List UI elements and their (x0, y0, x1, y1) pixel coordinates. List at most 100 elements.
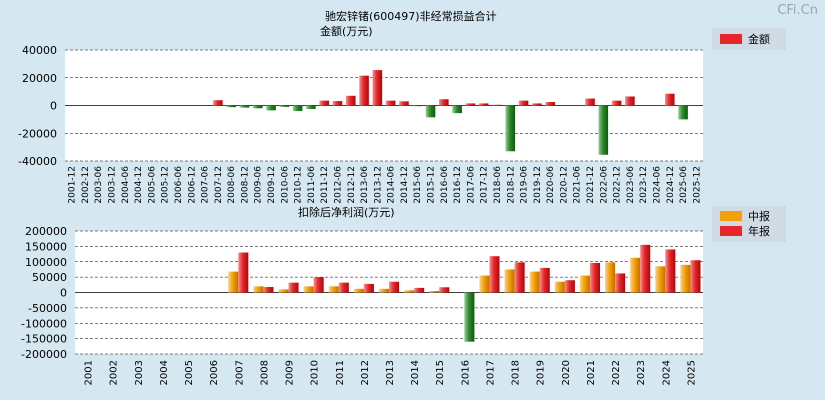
top-x-tick-label: 2014-12 (400, 166, 410, 204)
bottom-bar-年报-2009 (288, 282, 299, 293)
top-x-tick-label: 2015-06 (413, 166, 423, 204)
bottom-x-tick-label: 2009 (285, 360, 296, 385)
top-chart: 驰宏锌锗(600497)非经常损益合计 金额(万元) -40000 -20000 0… (18, 9, 786, 204)
legend-label-annual: 年报 (748, 224, 770, 238)
top-bar-2018-06 (492, 104, 502, 106)
top-legend: 金额 (712, 28, 786, 50)
top-bar-2013-12 (372, 70, 383, 106)
top-x-tick-label: 2010-12 (294, 166, 304, 204)
bottom-bar-年报-2025 (690, 260, 701, 293)
bottom-bars (228, 244, 701, 342)
bottom-x-tick-label: 2002 (109, 360, 120, 385)
bottom-x-tick-label: 2018 (511, 360, 522, 385)
top-x-tick-label: 2018-06 (493, 166, 503, 204)
top-y-tick-label: 20000 (22, 72, 57, 85)
bottom-y-tick-label: 50000 (32, 271, 67, 284)
top-gridlines (65, 49, 703, 162)
bottom-bar-中报-2019 (529, 271, 540, 293)
top-x-tick-label: 2003-12 (108, 166, 118, 204)
top-bar-2008-06 (226, 105, 236, 108)
top-x-tick-label: 2023-06 (626, 166, 636, 204)
bottom-bar-年报-2016 (464, 292, 475, 342)
top-bar-2025-06 (678, 105, 688, 120)
bottom-y-tick-label: -50000 (28, 302, 67, 315)
bottom-x-tick-label: 2020 (561, 360, 572, 385)
top-x-tick-label: 2019-12 (533, 166, 543, 204)
top-bars (213, 70, 688, 155)
top-x-tick-label: 2025-06 (679, 166, 689, 204)
bottom-y-tick-label: 150000 (25, 240, 67, 253)
bottom-x-tick-label: 2010 (310, 360, 321, 385)
top-bar-2016-12 (452, 105, 462, 114)
bottom-bar-年报-2007 (238, 252, 249, 293)
bottom-x-tick-label: 2001 (84, 360, 95, 385)
bottom-bar-中报-2008 (253, 286, 264, 293)
bottom-x-tick-label: 2019 (536, 360, 547, 385)
top-bar-2012-12 (345, 95, 356, 106)
bottom-x-tick-label: 2006 (209, 360, 220, 385)
top-bar-2022-06 (598, 105, 609, 155)
bottom-x-tick-label: 2003 (134, 360, 145, 385)
legend-label-amount: 金额 (748, 32, 770, 46)
top-x-tick-label: 2009-12 (267, 166, 277, 204)
bottom-bar-中报-2007 (228, 271, 239, 293)
top-x-tick-label: 2010-06 (280, 166, 290, 204)
top-x-tick-label: 2006-06 (174, 166, 184, 204)
top-y-tick-label: 0 (50, 100, 57, 113)
bottom-x-tick-label: 2011 (335, 360, 346, 385)
bottom-bar-中报-2011 (328, 286, 339, 293)
top-x-tick-label: 2011-12 (320, 166, 330, 204)
bottom-bar-年报-2015 (439, 287, 450, 293)
bottom-bar-中报-2009 (278, 289, 289, 293)
bottom-bar-中报-2013 (378, 288, 389, 293)
bottom-y-tick-label: -200000 (21, 348, 67, 361)
bottom-bar-年报-2020 (564, 280, 575, 293)
bottom-bar-年报-2013 (389, 281, 400, 293)
top-bar-2018-12 (505, 105, 516, 152)
top-x-tick-label: 2018-12 (506, 166, 516, 204)
bottom-bar-年报-2019 (539, 267, 550, 293)
top-x-tick-label: 2016-06 (440, 166, 450, 204)
bottom-legend: 中报 年报 (712, 206, 786, 242)
bottom-bar-年报-2017 (489, 256, 500, 293)
top-x-tick-label: 2013-12 (373, 166, 383, 204)
top-x-tick-label: 2006-12 (187, 166, 197, 204)
bottom-bar-中报-2010 (303, 286, 314, 293)
bottom-bar-中报-2017 (479, 275, 490, 293)
bottom-y-tick-label: 100000 (25, 256, 67, 269)
bottom-x-tick-label: 2016 (460, 360, 471, 385)
top-bar-2008-12 (239, 105, 250, 108)
top-bar-2011-06 (306, 105, 316, 109)
legend-swatch-amount (720, 34, 742, 44)
top-x-tick-label: 2014-06 (387, 166, 397, 204)
bottom-bar-年报-2008 (263, 286, 274, 293)
bottom-y-tick-label: -100000 (21, 317, 67, 330)
top-x-tick-label: 2002-12 (81, 166, 91, 204)
top-x-tick-label: 2005-06 (147, 166, 157, 204)
top-bar-2024-12 (664, 93, 675, 106)
top-y-axis: -40000 -20000 0 20000 40000 (18, 44, 57, 168)
bottom-bar-年报-2022 (615, 273, 626, 293)
top-y-tick-label: -20000 (18, 127, 57, 140)
top-bar-2015-12 (425, 105, 436, 118)
top-bar-2012-06 (332, 101, 343, 106)
bottom-bar-年报-2021 (589, 262, 601, 293)
top-chart-subtitle: 金额(万元) (320, 24, 373, 38)
bottom-bar-年报-2014 (414, 287, 425, 293)
bottom-bar-年报-2024 (665, 249, 676, 293)
bottom-x-tick-label: 2007 (234, 360, 245, 385)
top-bar-2019-12 (532, 103, 542, 106)
top-x-tick-label: 2021-12 (586, 166, 596, 204)
bottom-chart: 扣除后净利润(万元) -200000 -150000 -100000 -50000 0 5… (21, 205, 786, 385)
top-x-tick-label: 2023-12 (639, 166, 649, 204)
top-bar-2009-06 (252, 105, 263, 109)
bottom-x-tick-label: 2014 (410, 360, 421, 385)
top-bar-2009-12 (266, 105, 276, 111)
bottom-bar-中报-2025 (680, 264, 691, 293)
top-x-tick-label: 2009-06 (254, 166, 264, 204)
top-bar-2015-06 (412, 105, 423, 107)
top-y-tick-label: 40000 (22, 44, 57, 57)
bottom-y-tick-label: -150000 (21, 333, 67, 346)
bottom-x-tick-label: 2025 (686, 360, 697, 385)
